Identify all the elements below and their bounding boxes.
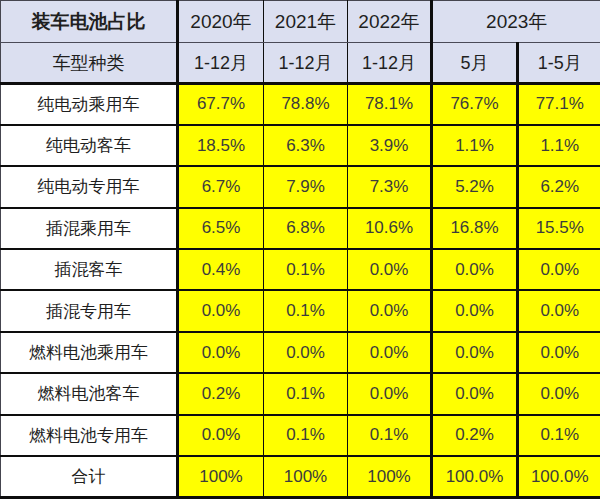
- row-label: 纯电动乘用车: [1, 84, 178, 125]
- value-cell: 0.0%: [348, 290, 432, 331]
- value-cell: 0.0%: [518, 332, 600, 373]
- row-label: 插混专用车: [1, 290, 178, 331]
- period-header-1: 1-12月: [264, 43, 348, 84]
- value-cell: 0.2%: [432, 415, 518, 456]
- value-cell: 6.7%: [178, 166, 264, 207]
- value-cell: 78.8%: [264, 84, 348, 125]
- value-cell: 100%: [178, 456, 264, 497]
- table-row: 燃料电池专用车 0.0% 0.1% 0.1% 0.2% 0.1%: [1, 415, 600, 456]
- battery-share-table-container: 装车电池占比 2020年 2021年 2022年 2023年 车型种类 1-12…: [0, 0, 600, 499]
- value-cell: 0.0%: [518, 373, 600, 414]
- header-row-periods: 车型种类 1-12月 1-12月 1-12月 5月 1-5月: [1, 43, 600, 84]
- row-label: 燃料电池专用车: [1, 415, 178, 456]
- value-cell: 10.6%: [348, 208, 432, 249]
- value-cell: 0.0%: [432, 290, 518, 331]
- battery-share-table: 装车电池占比 2020年 2021年 2022年 2023年 车型种类 1-12…: [0, 0, 600, 499]
- value-cell: 5.2%: [432, 166, 518, 207]
- value-cell: 6.2%: [518, 166, 600, 207]
- period-header-0: 1-12月: [178, 43, 264, 84]
- value-cell: 0.0%: [432, 373, 518, 414]
- row-label: 燃料电池乘用车: [1, 332, 178, 373]
- value-cell: 0.0%: [178, 332, 264, 373]
- value-cell: 0.1%: [348, 415, 432, 456]
- value-cell: 1.1%: [432, 125, 518, 166]
- table-row: 燃料电池客车 0.2% 0.1% 0.0% 0.0% 0.0%: [1, 373, 600, 414]
- row-label: 插混乘用车: [1, 208, 178, 249]
- value-cell: 0.0%: [518, 290, 600, 331]
- year-header-2023: 2023年: [432, 1, 600, 43]
- row-label: 纯电动专用车: [1, 166, 178, 207]
- period-header-2: 1-12月: [348, 43, 432, 84]
- table-row: 纯电动客车 18.5% 6.3% 3.9% 1.1% 1.1%: [1, 125, 600, 166]
- table-row: 插混乘用车 6.5% 6.8% 10.6% 16.8% 15.5%: [1, 208, 600, 249]
- period-header-3: 5月: [432, 43, 518, 84]
- header-row-years: 装车电池占比 2020年 2021年 2022年 2023年: [1, 1, 600, 43]
- value-cell: 0.0%: [432, 332, 518, 373]
- table-row: 插混专用车 0.0% 0.1% 0.0% 0.0% 0.0%: [1, 290, 600, 331]
- period-header-4: 1-5月: [518, 43, 600, 84]
- value-cell: 0.0%: [348, 249, 432, 290]
- value-cell: 0.0%: [178, 415, 264, 456]
- value-cell: 100%: [348, 456, 432, 497]
- value-cell: 0.0%: [348, 332, 432, 373]
- value-cell: 0.1%: [264, 415, 348, 456]
- table-row: 纯电动乘用车 67.7% 78.8% 78.1% 76.7% 77.1%: [1, 84, 600, 125]
- value-cell: 18.5%: [178, 125, 264, 166]
- value-cell: 0.0%: [348, 373, 432, 414]
- value-cell: 77.1%: [518, 84, 600, 125]
- value-cell: 78.1%: [348, 84, 432, 125]
- value-cell: 0.0%: [264, 332, 348, 373]
- value-cell: 0.1%: [518, 415, 600, 456]
- value-cell: 6.5%: [178, 208, 264, 249]
- row-label: 燃料电池客车: [1, 373, 178, 414]
- row-label: 插混客车: [1, 249, 178, 290]
- value-cell: 3.9%: [348, 125, 432, 166]
- year-header-2022: 2022年: [348, 1, 432, 43]
- value-cell: 0.1%: [264, 373, 348, 414]
- row-label: 纯电动客车: [1, 125, 178, 166]
- value-cell: 0.0%: [518, 249, 600, 290]
- value-cell: 0.2%: [178, 373, 264, 414]
- value-cell: 0.4%: [178, 249, 264, 290]
- value-cell: 7.9%: [264, 166, 348, 207]
- value-cell: 16.8%: [432, 208, 518, 249]
- year-header-2021: 2021年: [264, 1, 348, 43]
- corner-label: 车型种类: [1, 43, 178, 84]
- value-cell: 6.3%: [264, 125, 348, 166]
- table-row: 燃料电池乘用车 0.0% 0.0% 0.0% 0.0% 0.0%: [1, 332, 600, 373]
- value-cell: 100.0%: [518, 456, 600, 497]
- value-cell: 100.0%: [432, 456, 518, 497]
- value-cell: 0.0%: [432, 249, 518, 290]
- table-row-total: 合计 100% 100% 100% 100.0% 100.0%: [1, 456, 600, 497]
- value-cell: 1.1%: [518, 125, 600, 166]
- value-cell: 67.7%: [178, 84, 264, 125]
- value-cell: 100%: [264, 456, 348, 497]
- row-label-total: 合计: [1, 456, 178, 497]
- year-header-2020: 2020年: [178, 1, 264, 43]
- value-cell: 15.5%: [518, 208, 600, 249]
- table-row: 插混客车 0.4% 0.1% 0.0% 0.0% 0.0%: [1, 249, 600, 290]
- value-cell: 0.1%: [264, 290, 348, 331]
- value-cell: 0.0%: [178, 290, 264, 331]
- table-row: 纯电动专用车 6.7% 7.9% 7.3% 5.2% 6.2%: [1, 166, 600, 207]
- value-cell: 0.1%: [264, 249, 348, 290]
- table-title: 装车电池占比: [1, 1, 178, 43]
- value-cell: 76.7%: [432, 84, 518, 125]
- value-cell: 6.8%: [264, 208, 348, 249]
- value-cell: 7.3%: [348, 166, 432, 207]
